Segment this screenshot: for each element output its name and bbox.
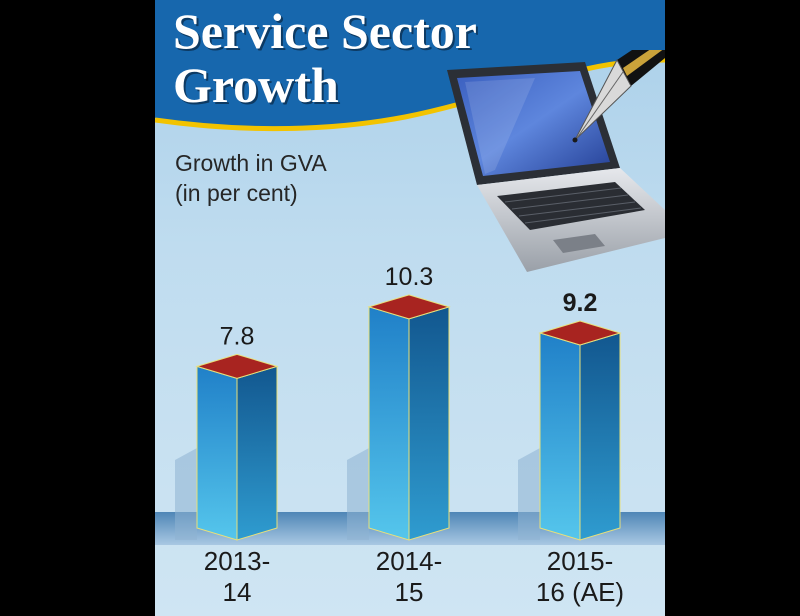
banner-background <box>155 0 665 127</box>
bar-side <box>236 365 278 541</box>
bar <box>518 320 622 541</box>
keyboard-keys <box>504 187 642 224</box>
laptop-touchpad <box>553 234 605 253</box>
category-label: 14 <box>222 577 252 607</box>
category-label: 2015- <box>546 546 614 576</box>
infographic-panel: Service Sector Growth Growth in GVA (in … <box>155 0 665 616</box>
bar-top <box>195 353 279 379</box>
bar-value-label: 7.8 <box>220 322 255 350</box>
screen-glare <box>465 78 535 174</box>
bar <box>175 353 279 541</box>
bar-top <box>538 320 622 346</box>
bar-top <box>367 294 451 320</box>
bar-front <box>368 306 410 541</box>
laptop-keyboard <box>497 182 645 230</box>
bar-chart: 7.8 10.3 9.2 <box>155 263 665 545</box>
category-label: 2014- <box>375 546 443 576</box>
category-label: 2013- <box>203 546 271 576</box>
y-axis-label-line-2: (in per cent) <box>175 180 298 206</box>
chart-title-line-1: Service Sector <box>173 3 478 59</box>
category-label: 16 (AE) <box>535 577 625 607</box>
bar-value-label: 9.2 <box>563 289 598 317</box>
category-label: 15 <box>394 577 424 607</box>
bar-value-label: 10.3 <box>385 263 434 291</box>
bar-shadow <box>347 448 369 540</box>
bar-side <box>579 332 621 541</box>
laptop-screen <box>457 71 610 176</box>
y-axis-label-line-1: Growth in GVA <box>175 150 327 176</box>
bar-shadow <box>175 448 197 540</box>
bar-side <box>408 306 450 541</box>
bar <box>347 294 451 541</box>
bar-front <box>539 332 581 541</box>
bar-shadow <box>518 448 540 540</box>
fountain-pen <box>572 50 665 143</box>
laptop-with-pen-icon <box>447 50 665 272</box>
chart-title-line-2: Growth <box>173 57 339 113</box>
bar-front <box>196 365 238 541</box>
